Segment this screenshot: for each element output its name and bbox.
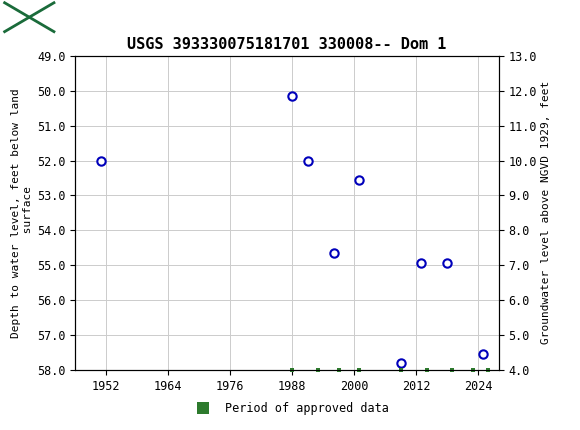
Y-axis label: Depth to water level, feet below land
 surface: Depth to water level, feet below land su… <box>12 88 33 338</box>
Y-axis label: Groundwater level above NGVD 1929, feet: Groundwater level above NGVD 1929, feet <box>541 81 551 344</box>
Title: USGS 393330075181701 330008-- Dom 1: USGS 393330075181701 330008-- Dom 1 <box>128 37 447 52</box>
FancyBboxPatch shape <box>5 3 54 32</box>
Text: USGS: USGS <box>61 8 112 26</box>
Legend: Period of approved data: Period of approved data <box>187 397 393 420</box>
